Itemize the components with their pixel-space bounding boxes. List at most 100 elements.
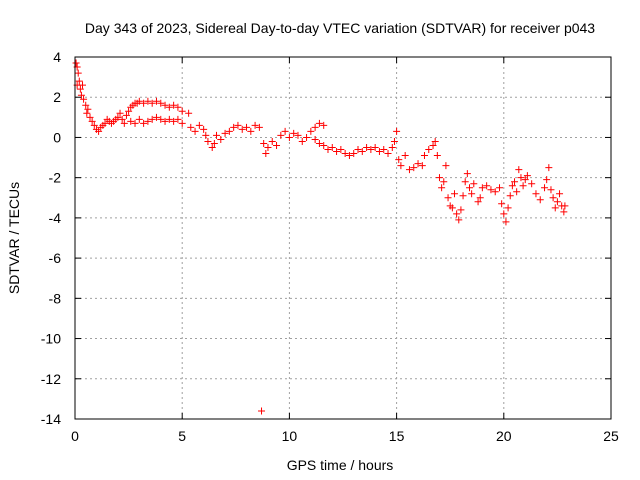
data-point <box>433 152 441 160</box>
data-point <box>363 144 371 151</box>
data-point <box>468 190 476 198</box>
data-point <box>101 119 109 127</box>
y-tick-labels: 4 2 0 -2 -4 -6 -8 -10 -12 -14 <box>41 49 61 427</box>
data-point <box>498 200 506 208</box>
data-point <box>225 127 233 135</box>
data-point <box>470 180 478 188</box>
y-tick-label: -4 <box>49 210 62 226</box>
y-tick-label: -8 <box>49 290 62 306</box>
data-point <box>131 119 139 127</box>
data-point <box>517 174 525 182</box>
data-point <box>311 123 319 131</box>
data-point <box>90 121 98 129</box>
data-point <box>243 123 251 131</box>
data-point <box>455 216 463 224</box>
data-point <box>144 97 152 105</box>
data-point <box>465 184 473 192</box>
data-point <box>79 81 87 89</box>
data-point <box>442 162 450 170</box>
y-tick-label: -12 <box>41 371 61 387</box>
y-tick-label: -2 <box>49 170 62 186</box>
data-point <box>354 146 362 154</box>
data-point <box>523 172 531 180</box>
data-point <box>543 176 551 184</box>
data-point <box>553 198 561 206</box>
chart-title: Day 343 of 2023, Sidereal Day-to-day VTE… <box>85 20 595 36</box>
data-point <box>358 148 366 156</box>
data-point <box>461 178 469 186</box>
data-point <box>545 164 553 172</box>
data-point <box>438 184 446 192</box>
data-point <box>536 196 544 204</box>
data-point <box>273 141 281 149</box>
data-point <box>234 121 242 129</box>
data-point <box>202 131 210 139</box>
data-point <box>260 139 268 147</box>
y-tick-label: 2 <box>53 89 61 105</box>
data-point <box>388 144 396 151</box>
data-point <box>285 133 293 141</box>
data-point <box>208 144 216 151</box>
x-tick-labels: 0 5 10 15 20 25 <box>71 428 619 444</box>
data-point <box>178 107 186 115</box>
data-point <box>328 144 336 151</box>
data-point <box>405 166 413 174</box>
data-point <box>519 182 527 190</box>
data-point <box>118 115 126 123</box>
data-point <box>541 184 549 192</box>
data-point <box>290 129 298 137</box>
data-point <box>333 148 341 156</box>
data-point <box>425 146 433 154</box>
data-point <box>157 115 165 123</box>
plot-frame <box>74 56 612 420</box>
y-axis-label: SDTVAR / TECUs <box>6 182 22 294</box>
data-point <box>420 152 428 160</box>
data-point <box>135 97 143 105</box>
data-point <box>418 162 426 170</box>
data-point <box>397 162 405 170</box>
data-point <box>174 103 182 111</box>
x-tick-label: 0 <box>71 428 79 444</box>
data-point <box>500 210 508 218</box>
data-point <box>144 117 152 125</box>
data-point <box>148 99 156 107</box>
data-point <box>74 69 82 77</box>
x-tick-label: 10 <box>282 428 298 444</box>
data-point <box>221 129 229 137</box>
y-tick-label: -10 <box>41 331 61 347</box>
data-point <box>393 127 401 135</box>
data-point <box>311 135 319 143</box>
data-point <box>268 137 276 145</box>
data-point <box>140 119 148 127</box>
data-point <box>435 174 443 182</box>
data-point <box>140 99 148 107</box>
grid-lines <box>75 57 611 419</box>
y-tick-label: -14 <box>41 411 61 427</box>
data-point <box>281 127 289 135</box>
data-point <box>298 137 306 145</box>
data-point <box>174 115 182 123</box>
data-point <box>76 85 84 93</box>
data-point <box>444 194 452 202</box>
y-tick-label: 0 <box>53 129 61 145</box>
data-point <box>161 101 169 109</box>
data-point <box>371 144 379 151</box>
data-point <box>401 152 409 160</box>
data-point <box>258 407 266 415</box>
data-point <box>341 150 349 158</box>
data-point <box>264 144 272 151</box>
data-point <box>75 77 83 85</box>
data-point <box>532 190 540 198</box>
data-point <box>414 160 422 168</box>
data-point <box>72 59 80 67</box>
x-tick-label: 5 <box>178 428 186 444</box>
data-point <box>165 115 173 123</box>
data-point <box>157 99 165 107</box>
data-point <box>114 113 122 121</box>
data-point <box>200 125 208 133</box>
data-point <box>511 178 519 186</box>
data-point <box>251 121 259 129</box>
data-point <box>440 178 448 186</box>
data-point <box>161 117 169 125</box>
